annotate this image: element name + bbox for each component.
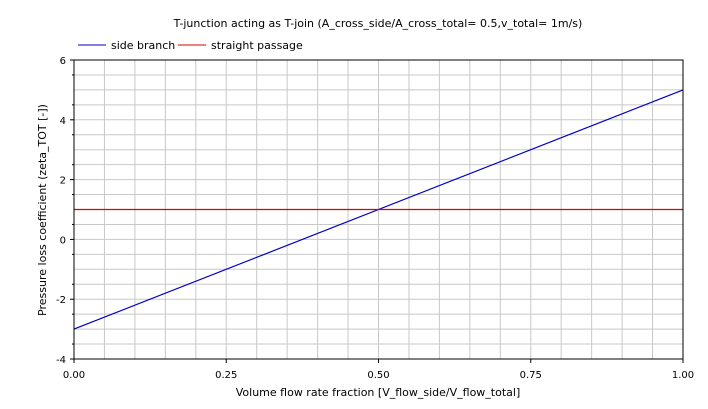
y-tick-label: 4 xyxy=(60,116,66,127)
y-axis-label: Pressure loss coefficient (zeta_TOT [-]) xyxy=(36,104,49,316)
x-tick-label: 0.75 xyxy=(520,370,542,381)
y-tick-label: -4 xyxy=(56,355,66,366)
y-tick-label: 6 xyxy=(60,56,66,67)
y-tick-label: 2 xyxy=(60,176,66,187)
y-tick-label: -2 xyxy=(56,295,66,306)
x-tick-label: 0.25 xyxy=(215,370,237,381)
x-tick-label: 0.50 xyxy=(367,370,389,381)
x-tick-label: 0.00 xyxy=(63,370,85,381)
x-axis-label: Volume flow rate fraction [V_flow_side/V… xyxy=(236,386,521,399)
chart-title: T-junction acting as T-join (A_cross_sid… xyxy=(173,17,583,30)
x-tick-label: 1.00 xyxy=(672,370,694,381)
series-lines xyxy=(73,89,684,330)
legend: side branch straight passage xyxy=(78,39,303,52)
y-tick-label: 0 xyxy=(60,235,66,246)
legend-label-straight-passage: straight passage xyxy=(211,39,303,52)
axis-ticks: 0.00 0.25 0.50 0.75 1.00 -4 -2 0 2 4 6 xyxy=(56,56,694,381)
plot-frame xyxy=(73,59,684,360)
legend-label-side-branch: side branch xyxy=(111,39,175,52)
